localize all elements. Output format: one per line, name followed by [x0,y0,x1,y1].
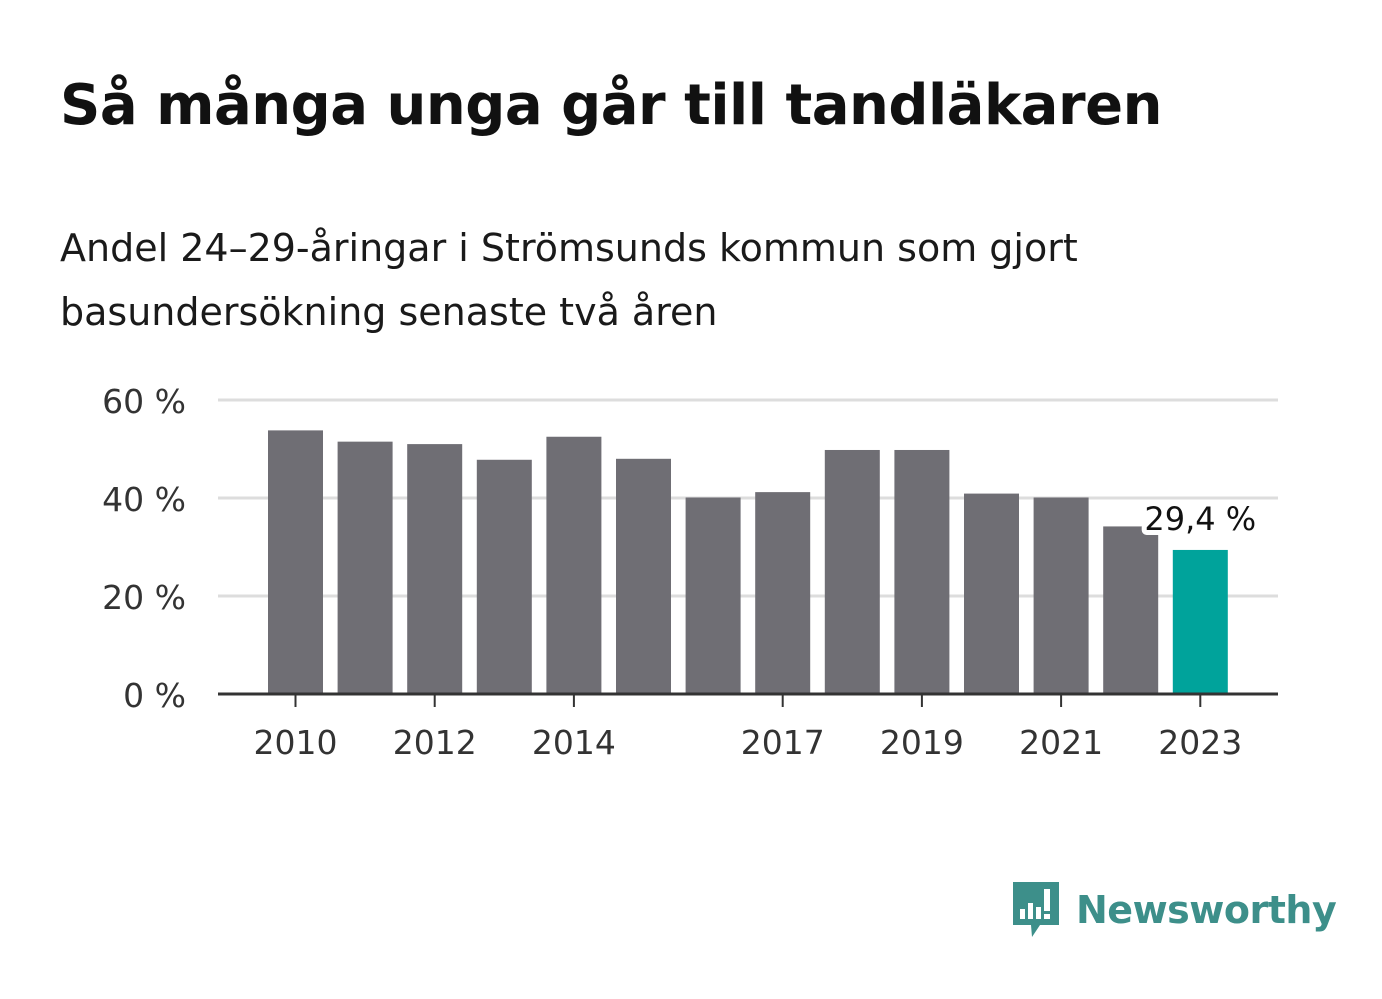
y-tick-label: 0 % [123,676,186,715]
y-tick-label: 20 % [102,578,186,617]
brand-name: Newsworthy [1076,888,1337,932]
bar-2018 [824,449,880,694]
y-tick-label: 40 % [102,480,186,519]
newsworthy-logo[interactable]: Newsworthy [1010,878,1337,942]
x-tick-label: 2014 [532,723,616,762]
bar-2022 [1103,526,1159,694]
y-tick-label: 60 % [102,382,186,421]
bar-2014 [546,436,602,694]
x-tick-label: 2023 [1158,723,1242,762]
chart-title: Så många unga går till tandläkaren [60,73,1162,138]
bar-2012 [407,444,463,694]
x-tick-label: 2010 [254,723,338,762]
x-tick-label: 2019 [880,723,964,762]
chart-subtitle: Andel 24–29-åringar i Strömsunds kommun … [60,226,1078,334]
data-label-halo: 29,4 % [1144,500,1256,538]
bar-2023 [1172,549,1228,694]
bar-2019 [894,449,950,694]
bar-2020 [964,493,1019,694]
bar-2010 [268,430,323,694]
x-tick-label: 2012 [393,723,477,762]
bar-2013 [476,459,532,694]
bar-2021 [1033,497,1089,694]
x-tick-label: 2017 [741,723,825,762]
data-label: 29,4 % [1144,500,1256,538]
bar-2015 [616,458,671,694]
bar-chart-speech-bubble-icon [1013,882,1059,937]
bar-2011 [337,441,393,694]
bar-2016 [685,497,741,694]
x-tick-label: 2021 [1019,723,1103,762]
bar-2017 [755,492,811,694]
